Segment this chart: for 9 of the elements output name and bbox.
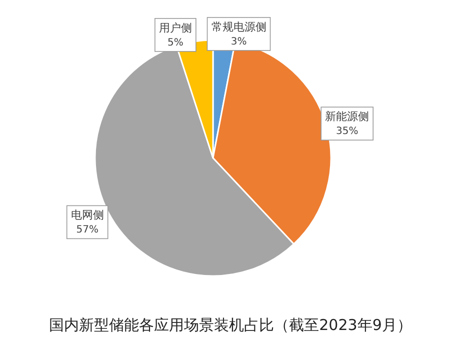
text: 国内新型储能各应用场景装机占比（截至2023年9月）	[49, 316, 412, 334]
slice-label: 用户侧	[158, 21, 192, 34]
slice-label: 常规电源侧	[211, 20, 266, 34]
data-label: 57%	[76, 224, 98, 236]
data-label: 3%	[230, 36, 247, 48]
data-label: 5%	[167, 37, 184, 48]
slice-label: 电网侧	[70, 208, 104, 222]
slice-label: 新能源侧	[325, 110, 370, 124]
data-label: 35%	[336, 126, 358, 138]
